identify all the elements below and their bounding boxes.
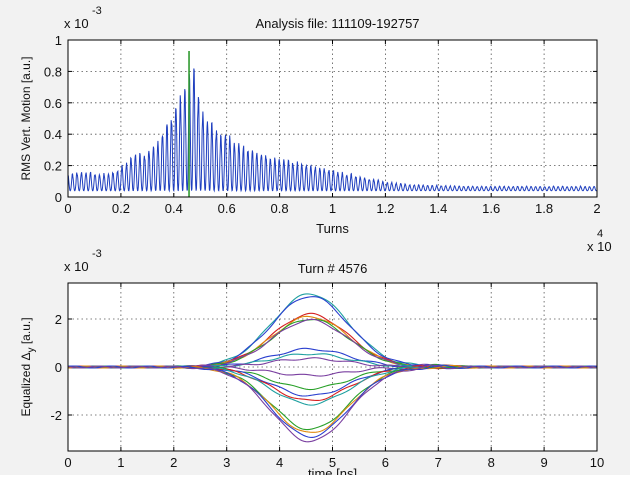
top-y-exponent-base: x 10 [64, 16, 89, 31]
y-tick-label: 2 [55, 312, 62, 327]
bottom-y-exponent-power: -3 [92, 248, 102, 260]
y-tick-label: 0.4 [44, 127, 62, 142]
x-tick-label: 0.8 [271, 201, 289, 216]
y-tick-label: 0 [55, 190, 62, 205]
y-tick-label: 1 [55, 33, 62, 48]
bottom-y-axis-label: Equalized Δy [a.u.] [19, 317, 37, 416]
x-tick-label: 9 [540, 455, 547, 470]
x-tick-label: 0 [64, 201, 71, 216]
top-x-exponent-power: 4 [597, 228, 603, 240]
delta-y-series [68, 364, 597, 433]
x-tick-label: 0.2 [112, 201, 130, 216]
bottom-y-exponent-base: x 10 [64, 259, 89, 274]
delta-y-series [68, 364, 597, 438]
figure-bottom-edge [0, 475, 630, 485]
top-chart-title: Analysis file: 111109-192757 [255, 16, 419, 31]
bottom-chart-title: Turn # 4576 [298, 261, 368, 276]
delta-y-series [68, 364, 597, 443]
y-tick-label: 0.2 [44, 159, 62, 174]
chart-canvas: 0 0.2 0.4 0.6 0.8 1 1.2 1.4 1.6 1.8 2 0 0.2 0.4 0.6 0.8… [19, 5, 612, 475]
x-tick-label: 0.4 [165, 201, 183, 216]
x-tick-label: 1.8 [535, 201, 553, 216]
bottom-x-axis-label: time [ns] [308, 466, 357, 475]
y-tick-label: -2 [50, 408, 62, 423]
plot-frame-top [67, 39, 598, 198]
x-tick-label: 1.4 [429, 201, 447, 216]
bottom-y-axis-label-subscript: y [26, 347, 37, 352]
y-tick-label: 0 [55, 360, 62, 375]
axes-top: 0 0.2 0.4 0.6 0.8 1 1.2 1.4 1.6 1.8 2 0 0.2 0.4 0.6 0.8… [19, 5, 612, 254]
x-tick-label: 1 [117, 455, 124, 470]
x-tick-label: 5 [329, 455, 336, 470]
x-tick-label: 4 [276, 455, 283, 470]
plot-frame-bottom [67, 282, 598, 452]
bottom-y-axis-label-main: Equalized Δ [19, 352, 33, 416]
x-tick-label: 0 [64, 455, 71, 470]
x-tick-label: 6 [382, 455, 389, 470]
x-tick-label: 7 [435, 455, 442, 470]
x-tick-label: 0.6 [218, 201, 236, 216]
x-tick-label: 10 [590, 455, 604, 470]
rms-motion-series [68, 68, 597, 193]
x-tick-label: 8 [488, 455, 495, 470]
x-tick-label: 1.6 [482, 201, 500, 216]
x-tick-label: 1 [329, 201, 336, 216]
x-tick-label: 3 [223, 455, 230, 470]
x-tick-label: 2 [170, 455, 177, 470]
x-tick-label: 1.2 [376, 201, 394, 216]
y-tick-label: 0.8 [44, 64, 62, 79]
x-tick-label: 2 [593, 201, 600, 216]
y-tick-label: 0.6 [44, 96, 62, 111]
top-y-axis-label: RMS Vert. Motion [a.u.] [19, 56, 33, 180]
top-y-exponent-power: -3 [92, 5, 102, 17]
top-x-axis-label: Turns [316, 221, 349, 236]
top-x-exponent-base: x 10 [587, 239, 612, 254]
axes-bottom: 0 1 2 3 4 5 6 7 8 9 10 -2 0 2 Turn # 4576 time [ns] Equa… [19, 248, 604, 475]
bottom-y-axis-label-unit: [a.u.] [19, 317, 33, 347]
